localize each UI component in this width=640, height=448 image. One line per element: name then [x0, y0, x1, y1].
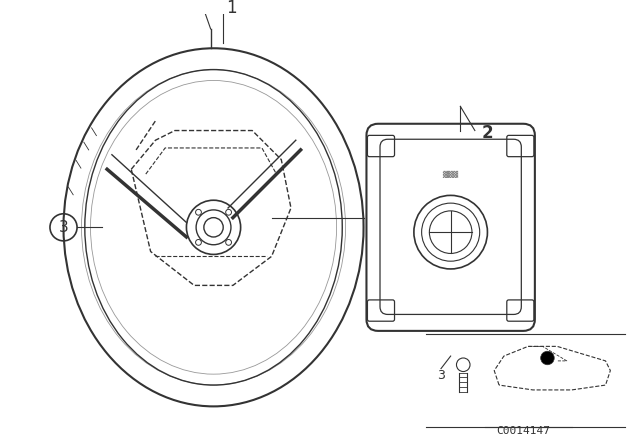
Text: C0014147: C0014147 [496, 426, 550, 436]
Text: 3: 3 [59, 220, 68, 235]
Text: 1: 1 [226, 0, 236, 17]
Text: 2: 2 [482, 125, 493, 142]
Text: 3: 3 [437, 369, 445, 382]
Text: ▓▓▓: ▓▓▓ [443, 171, 459, 178]
Circle shape [541, 351, 554, 365]
